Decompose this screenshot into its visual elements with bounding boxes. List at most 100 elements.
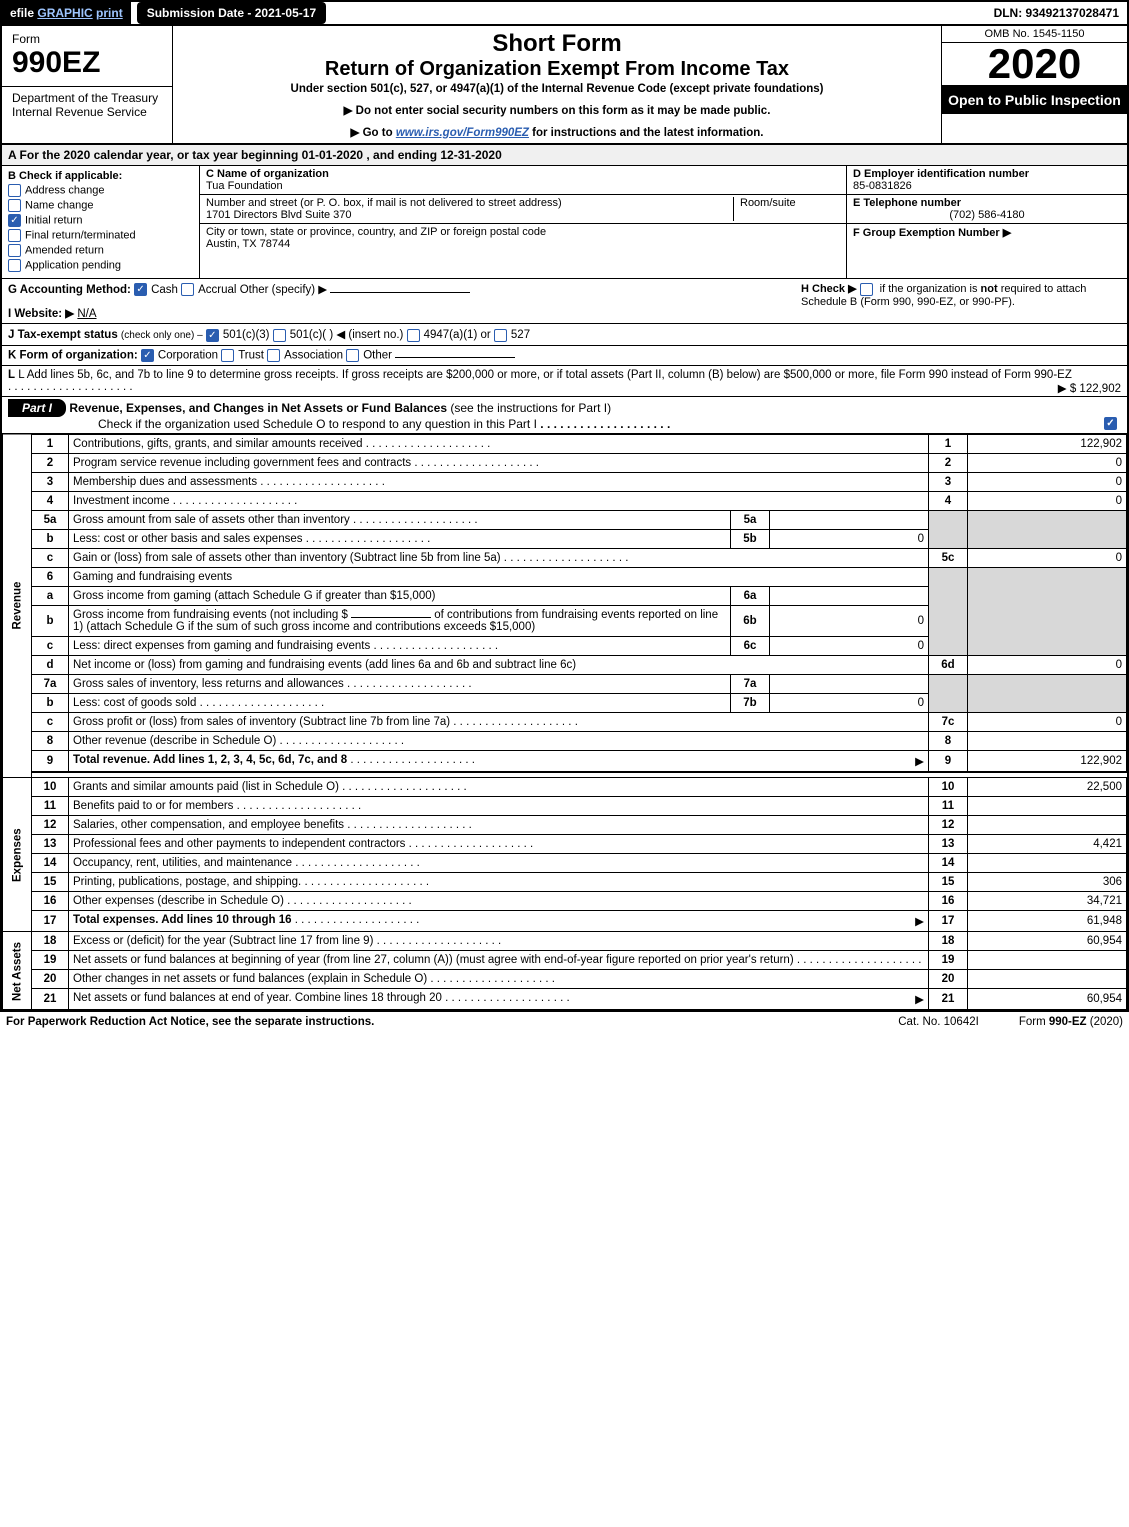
- chk-501c[interactable]: [273, 329, 286, 342]
- box-b: B Check if applicable: Address change Na…: [2, 166, 200, 278]
- chk-501c3[interactable]: ✓: [206, 329, 219, 342]
- pra-notice: For Paperwork Reduction Act Notice, see …: [6, 1016, 374, 1028]
- goto-pre: ▶ Go to: [351, 127, 396, 139]
- line-14-no: 14: [32, 854, 69, 873]
- part1-label: Part I: [8, 399, 66, 417]
- line-6b-blank[interactable]: [351, 617, 431, 618]
- line-6d-no: d: [32, 655, 69, 674]
- irs-label: Internal Revenue Service: [12, 105, 162, 119]
- open-public: Open to Public Inspection: [942, 85, 1127, 114]
- other-org-field[interactable]: [395, 357, 515, 358]
- line-5b-desc: Less: cost or other basis and sales expe…: [73, 533, 303, 545]
- line-11-no: 11: [32, 797, 69, 816]
- chk-assoc[interactable]: [267, 349, 280, 362]
- chk-cash[interactable]: ✓: [134, 283, 147, 296]
- line-11-desc: Benefits paid to or for members: [73, 800, 233, 812]
- line-5b-sn: 5b: [731, 529, 770, 548]
- chk-corp[interactable]: ✓: [141, 349, 154, 362]
- k-label: K Form of organization:: [8, 349, 138, 361]
- chk-name-change[interactable]: [8, 199, 21, 212]
- ein: 85-0831826: [853, 180, 912, 192]
- line-16-amt: 34,721: [968, 892, 1127, 911]
- line-7b-desc: Less: cost of goods sold: [73, 697, 196, 709]
- entity-block: B Check if applicable: Address change Na…: [2, 166, 1127, 279]
- print-link[interactable]: print: [96, 6, 123, 20]
- submission-date: Submission Date - 2021-05-17: [137, 2, 326, 24]
- line-20-no: 20: [32, 970, 69, 989]
- irs-link[interactable]: www.irs.gov/Form990EZ: [396, 127, 529, 139]
- chk-527[interactable]: [494, 329, 507, 342]
- dept-label: Department of the Treasury: [12, 91, 162, 105]
- efile-print: efile GRAPHIC print: [2, 2, 131, 24]
- org-city: Austin, TX 78744: [206, 238, 290, 250]
- chk-application-pending[interactable]: [8, 259, 21, 272]
- phone: (702) 586-4180: [853, 209, 1121, 221]
- line-7b-sa: 0: [770, 693, 929, 712]
- chk-initial-return[interactable]: ✓: [8, 214, 21, 227]
- line-16-no: 16: [32, 892, 69, 911]
- i-label: I Website: ▶: [8, 308, 74, 320]
- chk-part1-scho[interactable]: ✓: [1104, 417, 1117, 430]
- insert-no-label: ◀ (insert no.): [336, 329, 403, 341]
- line-5c-no: c: [32, 548, 69, 567]
- line-19-desc: Net assets or fund balances at beginning…: [73, 954, 794, 966]
- org-street: 1701 Directors Blvd Suite 370: [206, 209, 352, 221]
- line-7b-no: b: [32, 693, 69, 712]
- chk-accrual[interactable]: [181, 283, 194, 296]
- chk-address-change[interactable]: [8, 184, 21, 197]
- line-9-no: 9: [32, 750, 69, 772]
- line-3-no: 3: [32, 472, 69, 491]
- line-17-amt: 61,948: [968, 911, 1127, 932]
- application-pending-label: Application pending: [25, 259, 121, 271]
- line-12-rnum: 12: [929, 816, 968, 835]
- short-form-title: Short Form: [181, 30, 933, 58]
- line-21-rnum: 21: [929, 989, 968, 1010]
- line-21-arrow: ▶: [915, 992, 924, 1006]
- line-3-amt: 0: [968, 472, 1127, 491]
- other-specify-field[interactable]: [330, 292, 470, 293]
- line-6b-sa: 0: [770, 605, 929, 636]
- line-8-desc: Other revenue (describe in Schedule O): [73, 735, 276, 747]
- corp-label: Corporation: [158, 349, 218, 361]
- line-9-rnum: 9: [929, 750, 968, 772]
- chk-amended-return[interactable]: [8, 244, 21, 257]
- chk-final-return[interactable]: [8, 229, 21, 242]
- line-15-desc: Printing, publications, postage, and shi…: [73, 876, 301, 888]
- line-18-desc: Excess or (deficit) for the year (Subtra…: [73, 935, 373, 947]
- goto-post: for instructions and the latest informat…: [532, 127, 763, 139]
- chk-trust[interactable]: [221, 349, 234, 362]
- j-label: J Tax-exempt status: [8, 329, 118, 341]
- f-label: F Group Exemption Number ▶: [853, 227, 1011, 239]
- return-title: Return of Organization Exempt From Incom…: [181, 58, 933, 81]
- org-name: Tua Foundation: [206, 180, 283, 192]
- line-6d-amt: 0: [968, 655, 1127, 674]
- box-c: C Name of organization Tua Foundation Nu…: [200, 166, 846, 278]
- line-9-desc: Total revenue. Add lines 1, 2, 3, 4, 5c,…: [73, 754, 347, 766]
- line-13-no: 13: [32, 835, 69, 854]
- row-k: K Form of organization: ✓Corporation Tru…: [2, 346, 1127, 366]
- line-4-desc: Investment income: [73, 495, 170, 507]
- line-12-amt: [968, 816, 1127, 835]
- line-14-amt: [968, 854, 1127, 873]
- h-label: H Check ▶: [801, 283, 860, 295]
- chk-other-org[interactable]: [346, 349, 359, 362]
- line-6c-sa: 0: [770, 636, 929, 655]
- line-7a-sn: 7a: [731, 674, 770, 693]
- line-17-no: 17: [32, 911, 69, 932]
- form-label: Form: [12, 32, 162, 46]
- line-17-rnum: 17: [929, 911, 968, 932]
- graphic-link[interactable]: GRAPHIC: [37, 6, 92, 20]
- chk-h[interactable]: [860, 283, 873, 296]
- chk-4947[interactable]: [407, 329, 420, 342]
- line-12-no: 12: [32, 816, 69, 835]
- line-7b-sn: 7b: [731, 693, 770, 712]
- form-ref: Form 990-EZ (2020): [1019, 1016, 1123, 1028]
- goto-line: ▶ Go to www.irs.gov/Form990EZ for instru…: [181, 125, 933, 139]
- row-g-h: G Accounting Method: ✓Cash Accrual Other…: [2, 279, 1127, 324]
- line-17-desc: Total expenses. Add lines 10 through 16: [73, 914, 292, 926]
- line-7a-no: 7a: [32, 674, 69, 693]
- accrual-label: Accrual: [198, 284, 236, 296]
- line-8-rnum: 8: [929, 731, 968, 750]
- c-city-label: City or town, state or province, country…: [206, 226, 546, 238]
- line-7c-amt: 0: [968, 712, 1127, 731]
